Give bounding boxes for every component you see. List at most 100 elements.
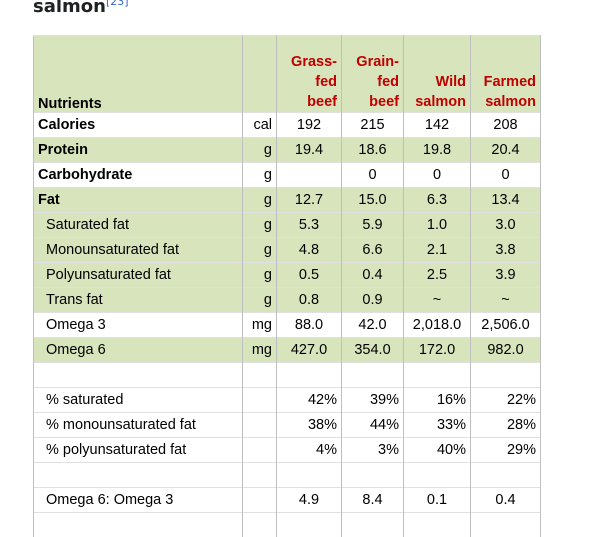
value-cell: 4.9 bbox=[277, 488, 342, 513]
empty-cell bbox=[471, 513, 541, 537]
row-label: Carbohydrate bbox=[34, 163, 243, 188]
value-cell: 39% bbox=[342, 388, 404, 413]
reference-link[interactable]: [23] bbox=[106, 0, 129, 8]
value-cell: 0 bbox=[471, 163, 541, 188]
unit: mg bbox=[243, 338, 277, 363]
empty-cell bbox=[342, 513, 404, 537]
value-cell: 0 bbox=[404, 163, 471, 188]
empty-cell bbox=[404, 463, 471, 488]
unit: g bbox=[243, 213, 277, 238]
value-cell: 5.9 bbox=[342, 213, 404, 238]
empty-cell bbox=[404, 513, 471, 537]
value-cell: 8.4 bbox=[342, 488, 404, 513]
value-cell: 3.9 bbox=[471, 263, 541, 288]
value-cell: 427.0 bbox=[277, 338, 342, 363]
value-cell: 1.0 bbox=[404, 213, 471, 238]
value-cell: 5.3 bbox=[277, 213, 342, 238]
value-cell: 0.4 bbox=[342, 263, 404, 288]
empty-cell bbox=[34, 363, 243, 388]
value-cell: 42% bbox=[277, 388, 342, 413]
empty-cell bbox=[243, 388, 277, 413]
value-cell: 6.3 bbox=[404, 188, 471, 213]
empty-cell bbox=[34, 513, 243, 537]
value-cell: 20.4 bbox=[471, 138, 541, 163]
value-cell: 42.0 bbox=[342, 313, 404, 338]
value-cell: 192 bbox=[277, 113, 342, 138]
unit: g bbox=[243, 238, 277, 263]
value-cell: 0.8 bbox=[277, 288, 342, 313]
header-line: Farmed bbox=[475, 72, 536, 92]
value-cell: 982.0 bbox=[471, 338, 541, 363]
value-cell: ~ bbox=[471, 288, 541, 313]
row-label: Trans fat bbox=[34, 288, 243, 313]
header-line: salmon bbox=[408, 92, 466, 112]
empty-cell bbox=[404, 363, 471, 388]
heading: salmon[23] bbox=[33, 0, 129, 17]
corner-header: Nutrients bbox=[34, 36, 243, 113]
row-label: Omega 3 bbox=[34, 313, 243, 338]
value-cell: 3.0 bbox=[471, 213, 541, 238]
value-cell: 4.8 bbox=[277, 238, 342, 263]
value-cell: 0.9 bbox=[342, 288, 404, 313]
header-line: fed bbox=[281, 72, 337, 92]
header-line: beef bbox=[281, 92, 337, 112]
unit: cal bbox=[243, 113, 277, 138]
value-cell: 2.5 bbox=[404, 263, 471, 288]
empty-cell bbox=[34, 463, 243, 488]
spacer-row bbox=[34, 463, 541, 488]
empty-cell bbox=[243, 363, 277, 388]
row-label: % monounsaturated fat bbox=[34, 413, 243, 438]
value-cell: 2,506.0 bbox=[471, 313, 541, 338]
value-cell: 172.0 bbox=[404, 338, 471, 363]
value-cell: 6.6 bbox=[342, 238, 404, 263]
value-cell: 15.0 bbox=[342, 188, 404, 213]
unit: g bbox=[243, 138, 277, 163]
value-cell: 354.0 bbox=[342, 338, 404, 363]
spacer-row bbox=[34, 363, 541, 388]
row-label: Omega 6: Omega 3 bbox=[34, 488, 243, 513]
value-cell: 28% bbox=[471, 413, 541, 438]
empty-cell bbox=[277, 463, 342, 488]
value-cell: 19.4 bbox=[277, 138, 342, 163]
row-label: Polyunsaturated fat bbox=[34, 263, 243, 288]
unit: g bbox=[243, 188, 277, 213]
value-cell: ~ bbox=[404, 288, 471, 313]
empty-cell bbox=[342, 463, 404, 488]
row-label: Calories bbox=[34, 113, 243, 138]
spacer-row bbox=[34, 513, 541, 537]
row-label: Monounsaturated fat bbox=[34, 238, 243, 263]
row-label: Saturated fat bbox=[34, 213, 243, 238]
value-cell: 0.5 bbox=[277, 263, 342, 288]
header-line: Grain- bbox=[346, 52, 399, 72]
header-line: beef bbox=[346, 92, 399, 112]
empty-cell bbox=[277, 513, 342, 537]
value-cell: 88.0 bbox=[277, 313, 342, 338]
value-cell: 22% bbox=[471, 388, 541, 413]
empty-cell bbox=[243, 488, 277, 513]
value-cell: 12.7 bbox=[277, 188, 342, 213]
value-cell: 0.1 bbox=[404, 488, 471, 513]
value-cell: 13.4 bbox=[471, 188, 541, 213]
empty-cell bbox=[243, 513, 277, 537]
empty-cell bbox=[471, 363, 541, 388]
unit: g bbox=[243, 163, 277, 188]
value-cell: 0.4 bbox=[471, 488, 541, 513]
value-cell: 3.8 bbox=[471, 238, 541, 263]
value-cell: 18.6 bbox=[342, 138, 404, 163]
